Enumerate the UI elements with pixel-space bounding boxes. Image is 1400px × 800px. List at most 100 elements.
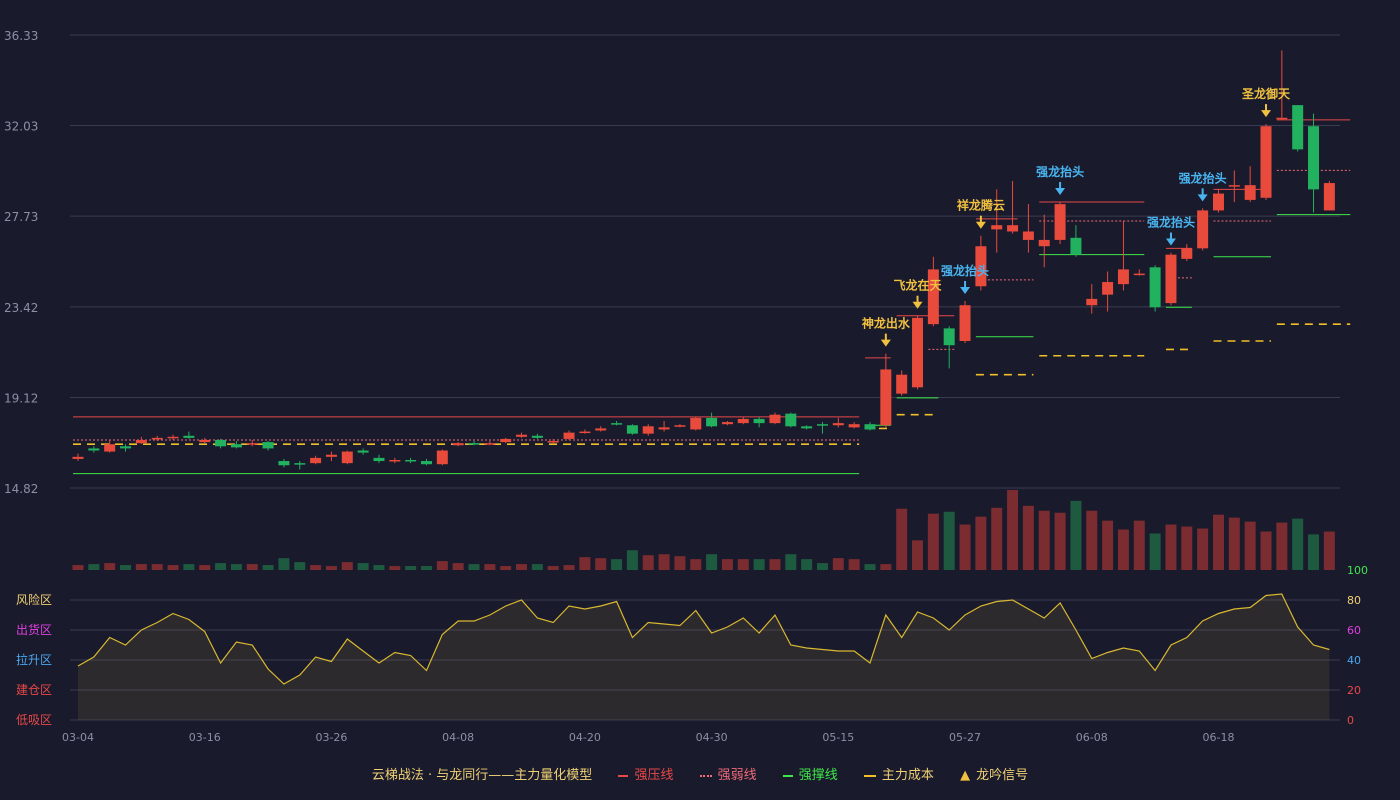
volume-bar [1276,522,1288,570]
signal-marker: 强龙抬头 [1036,164,1084,196]
volume-bar [1022,505,1034,570]
volume-bar [1102,520,1114,570]
candle-body [452,443,464,446]
volume-bar [912,540,924,570]
x-tick-label: 05-15 [822,731,854,744]
volume-bar [389,566,401,570]
legend-item-signal: ▲ 龙吟信号 [960,764,1028,783]
volume-bar [579,557,591,570]
volume-bar [642,555,654,570]
candle-body [230,444,242,448]
candle-body [341,451,353,464]
candle-body [706,417,718,427]
volume-bar [1054,512,1066,570]
osc-tick-label: 20 [1347,684,1361,697]
candle-body [357,450,369,453]
signal-marker: 强龙抬头 [941,263,989,294]
volume-bar [357,563,369,570]
candle-body [563,432,575,439]
candle-body [547,441,559,443]
signal-marker: 飞龙在天 [894,278,943,309]
volume-bar [975,516,987,570]
volume-bar [1197,528,1209,570]
signal-arrow-icon [1197,194,1208,202]
volume-bar [785,554,797,570]
signal-arrow-icon [880,339,891,347]
candle-body [943,328,955,346]
zone-label: 出货区 [16,622,52,637]
volume-bar [373,565,385,570]
volume-bar [1086,510,1098,570]
volume-bar [769,559,781,570]
legend-label-support: 强撑线 [798,768,838,783]
volume-bar [880,564,892,570]
candle-body [896,374,908,394]
price-tick-label: 19.12 [4,391,38,405]
legend: 云梯战法 · 与龙同行——主力量化模型 强压线 强弱线 强撑线 主力成本 ▲ 龙吟… [0,764,1400,783]
signal-marker: 神龙出水 [862,316,911,347]
volume-bar [991,507,1003,570]
candle-body [373,457,385,462]
candle-body [1133,273,1145,276]
candle-body [1007,225,1019,232]
candle-body [864,424,876,430]
volume-bar [294,562,306,570]
volume-bar [1070,500,1082,570]
volume-bar [1149,533,1161,570]
volume-bar [246,564,258,570]
candle-body [278,461,290,466]
volume-bar [1038,510,1050,570]
volume-bar [658,554,670,570]
price-tick-label: 36.33 [4,29,38,43]
osc-tick-label: 40 [1347,654,1361,667]
volume-bar [706,554,718,570]
candle-body [1102,282,1114,295]
zone-label: 低吸区 [16,713,52,727]
volume-bar [151,564,163,570]
oscillator-line [77,593,1330,685]
candle-body [927,269,939,325]
candle-body [785,413,797,427]
volume-bar [1323,531,1335,570]
candle-body [1244,185,1256,200]
candle-body [151,437,163,440]
candle-body [468,443,480,445]
candle-body [1212,193,1224,211]
candle-body [801,426,813,429]
volume-bar [1165,524,1177,570]
volume-bar [674,556,686,570]
volume-bar [626,550,638,570]
volume-bar [72,565,84,570]
signal-label: 强龙抬头 [1147,215,1195,230]
legend-label-cost: 主力成本 [881,768,934,783]
volume-bar [1228,517,1240,570]
candle-body [1149,267,1161,308]
candle-body [975,246,987,287]
candle-body [325,454,337,457]
x-tick-label: 04-08 [442,731,474,744]
candle-body [1165,254,1177,304]
zone-label: 风险区 [16,592,52,607]
candle-body [611,423,623,425]
signal-label: 飞龙在天 [894,278,943,293]
candle-body [1260,126,1272,198]
candle-body [1292,105,1304,150]
volume-bar [721,559,733,570]
legend-signal-icon: ▲ [960,768,971,783]
volume-bar [341,562,353,570]
volume-bar [531,564,543,570]
candle-body [72,456,84,459]
x-tick-label: 03-16 [189,731,221,744]
candle-body [642,426,654,434]
candle-body [167,436,179,439]
signal-marker: 祥龙腾云 [957,198,1005,229]
volume-bar [325,566,337,570]
volume-bar [959,524,971,570]
signal-label: 强龙抬头 [941,263,989,278]
legend-item-support: 强撑线 [782,764,838,783]
price-tick-label: 23.42 [4,301,38,315]
candle-body [183,435,195,438]
signal-label: 强龙抬头 [1036,164,1084,179]
legend-item-pressure: 强压线 [618,764,673,783]
price-tick-label: 27.73 [4,210,38,224]
